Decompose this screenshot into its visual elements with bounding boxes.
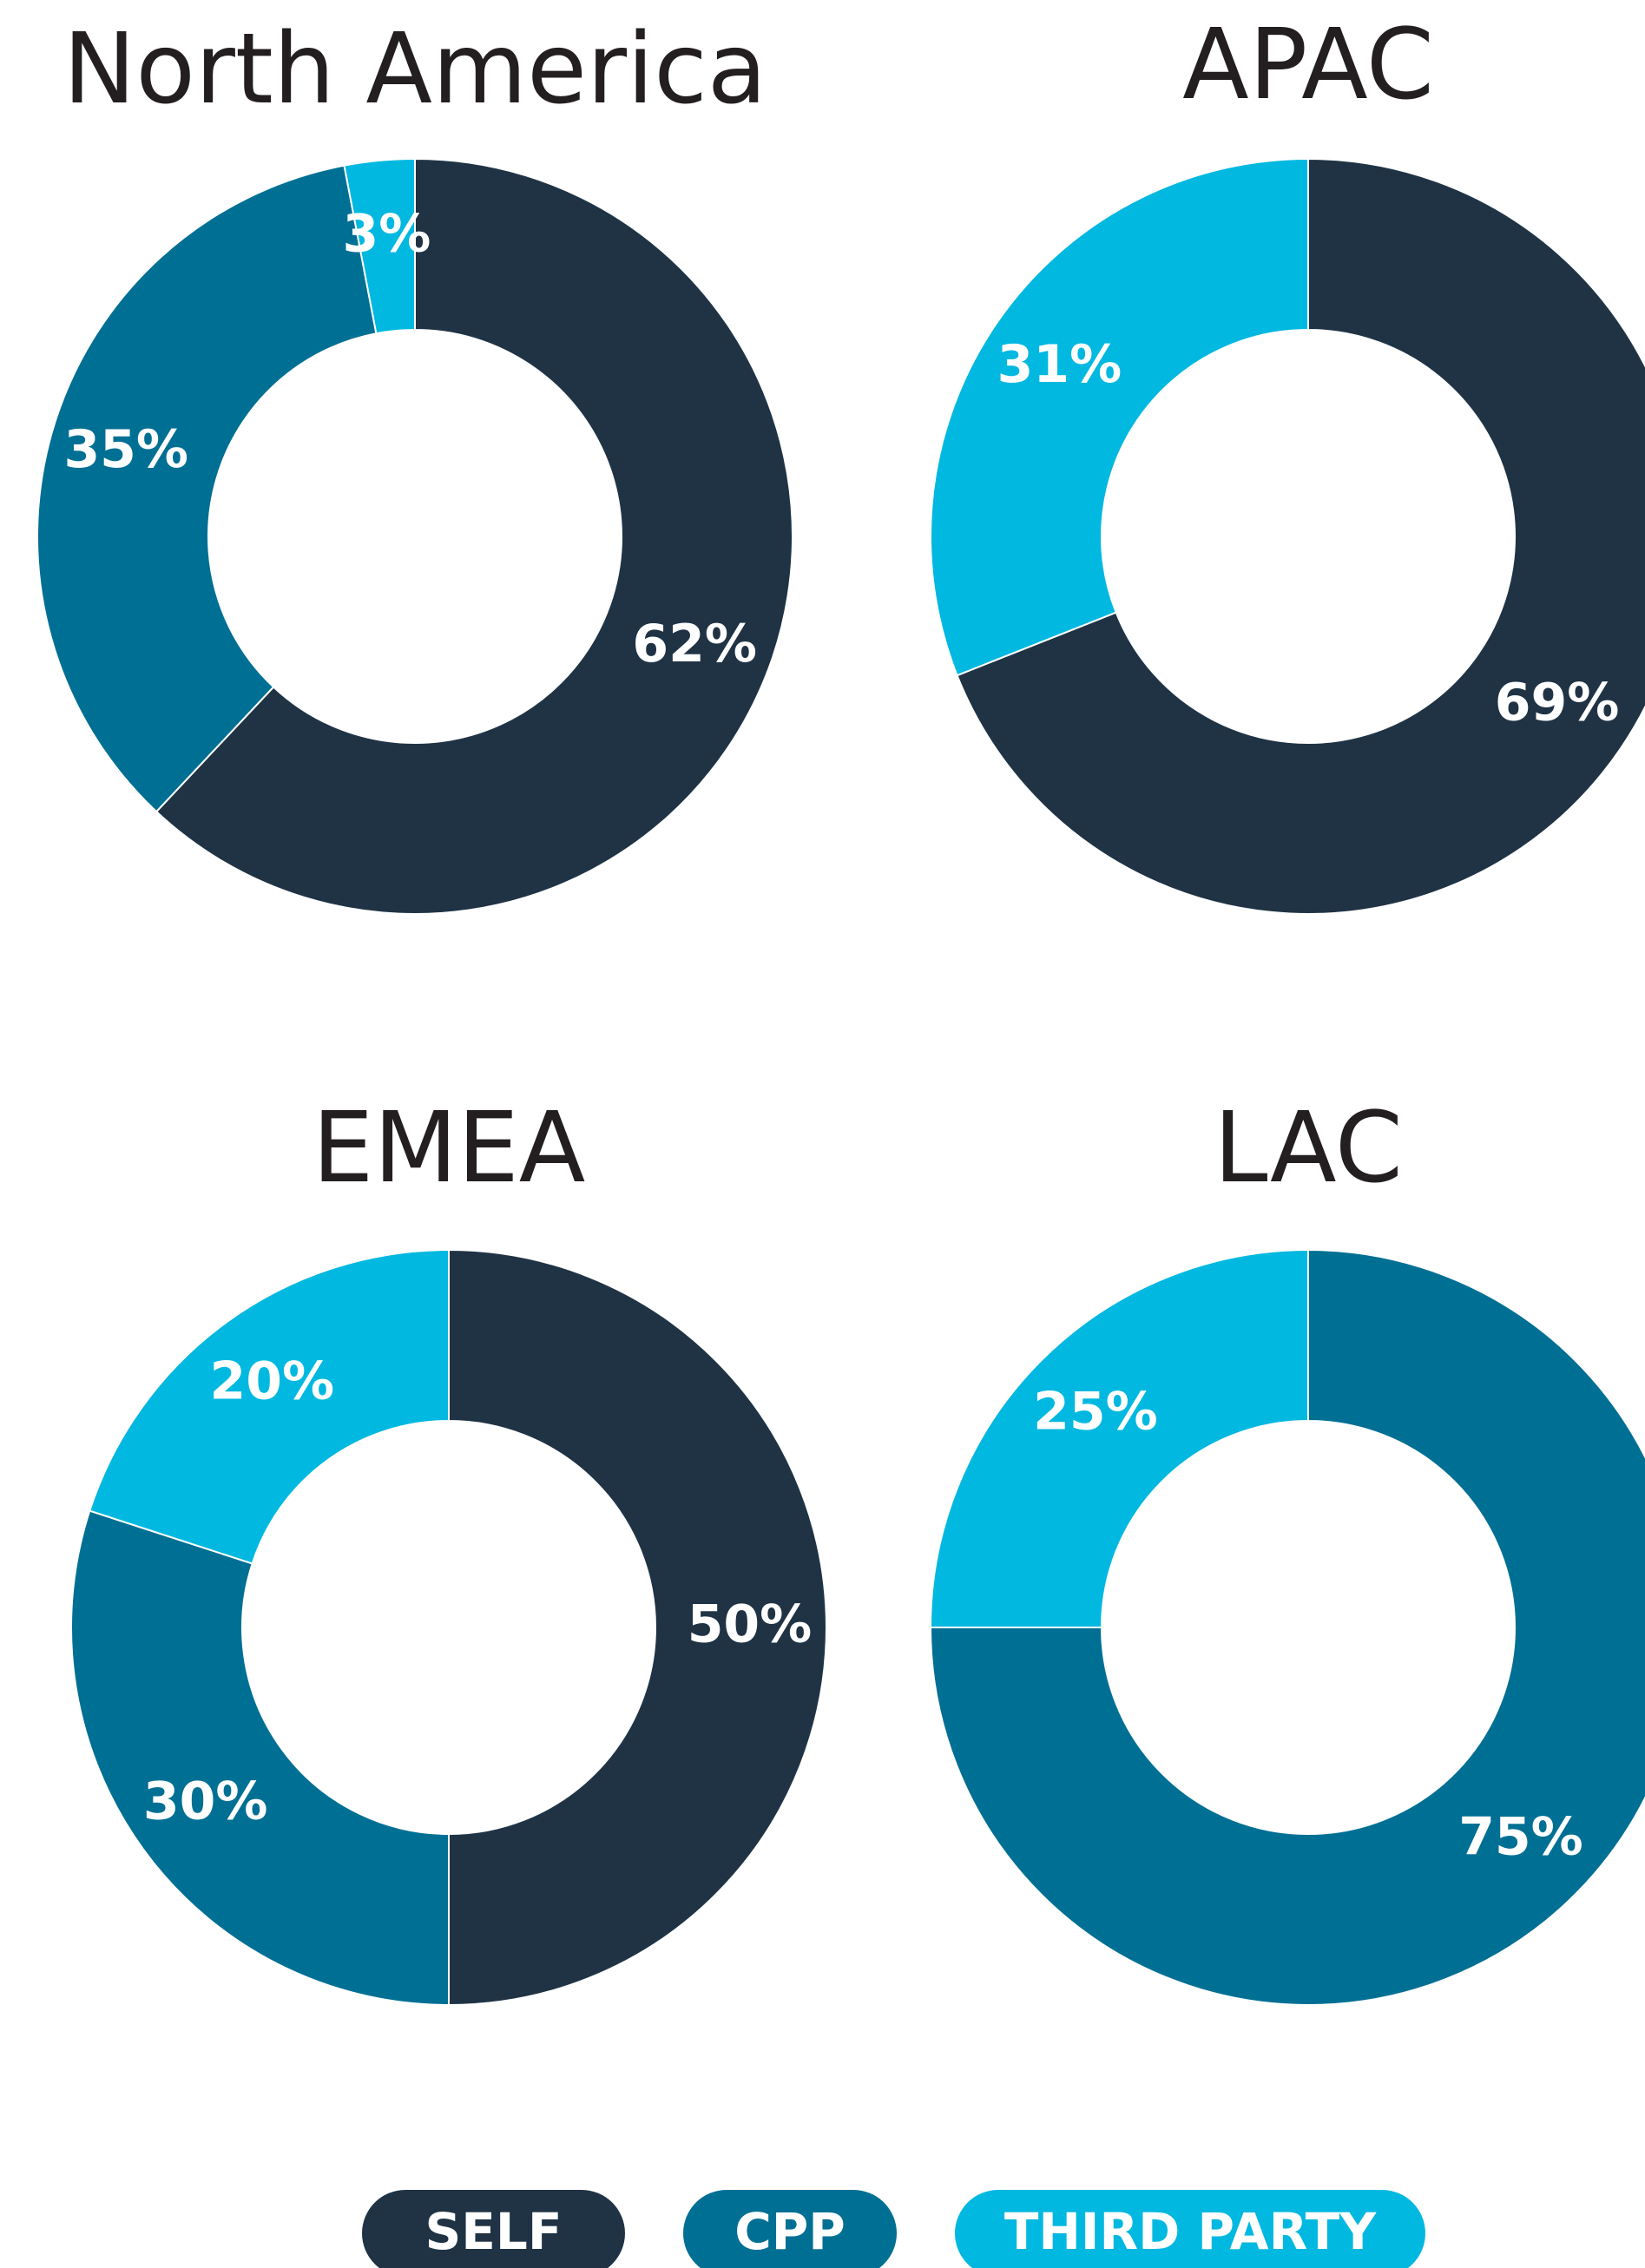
donut-slice xyxy=(448,1248,827,2007)
legend-label: SELF xyxy=(425,2202,563,2261)
chart-title: APAC xyxy=(1182,9,1434,122)
data-label: 31% xyxy=(997,334,1122,395)
chart-title: North America xyxy=(63,13,767,126)
donut-slice xyxy=(89,1248,450,1565)
donut-slice xyxy=(930,157,1309,677)
legend-label: THIRD PARTY xyxy=(1004,2202,1377,2261)
legend-swatch xyxy=(683,2190,897,2268)
chart-title: EMEA xyxy=(313,1092,586,1205)
data-label: 62% xyxy=(632,614,757,674)
data-label: 69% xyxy=(1495,672,1620,733)
donut-slice xyxy=(929,1248,1309,1628)
donut-slice xyxy=(929,1248,1645,2006)
data-label: 20% xyxy=(210,1351,335,1411)
donut-slice xyxy=(155,157,793,915)
data-label: 30% xyxy=(143,1771,268,1831)
data-label: 35% xyxy=(63,419,188,480)
legend-swatch xyxy=(362,2190,625,2268)
legend-label: CPP xyxy=(734,2202,846,2261)
donut-slice xyxy=(36,164,378,813)
data-label: 50% xyxy=(688,1594,813,1655)
data-label: 25% xyxy=(1033,1382,1158,1443)
donut-slice xyxy=(956,157,1645,915)
data-label: 75% xyxy=(1458,1807,1583,1868)
donut-slice xyxy=(70,1509,450,2007)
legend-swatch xyxy=(955,2190,1425,2268)
chart-title: LAC xyxy=(1214,1092,1403,1205)
data-label: 3% xyxy=(342,204,431,265)
donut-slice xyxy=(343,157,416,335)
